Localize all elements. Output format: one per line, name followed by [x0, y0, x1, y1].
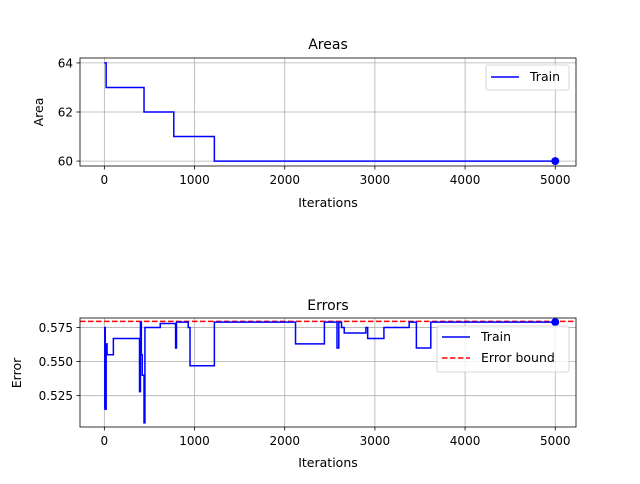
errors-axes-frame — [79, 317, 577, 428]
areas-x-tick-label: 3000 — [360, 173, 391, 187]
errors-legend-train-label: Train — [480, 329, 511, 344]
areas-y-axis-label: Area — [31, 98, 46, 127]
areas-legend-box — [485, 64, 570, 91]
areas-x-tick-label: 1000 — [179, 173, 210, 187]
areas-legend-train-label: Train — [529, 69, 560, 84]
areas-y-tick-label: 64 — [58, 56, 73, 70]
errors-y-axis-label: Error — [9, 357, 24, 388]
errors-x-tick-label: 0 — [101, 434, 109, 448]
errors-legend-bound-label: Error bound — [481, 350, 555, 365]
areas-x-axis-label: Iterations — [298, 195, 358, 210]
errors-x-tick-label: 4000 — [450, 434, 481, 448]
errors-x-tick-label: 3000 — [360, 434, 391, 448]
errors-chart: 0 1000 2000 3000 4000 5000 0.525 0.550 0.575 Err… — [9, 298, 577, 470]
errors-y-tick-label: 0.525 — [39, 389, 73, 403]
errors-x-tick-label: 1000 — [179, 434, 210, 448]
areas-series — [104, 62, 560, 166]
errors-y-tick-label: 0.575 — [39, 321, 73, 335]
errors-x-tick-label: 5000 — [540, 434, 571, 448]
areas-legend: Train — [485, 64, 570, 91]
areas-y-tick-label: 62 — [58, 106, 73, 120]
areas-y-tick-label: 60 — [58, 155, 73, 169]
areas-x-tick-label: 0 — [101, 173, 109, 187]
errors-title: Errors — [307, 298, 348, 314]
areas-chart: 0 1000 2000 3000 4000 5000 60 62 64 Areas Iterat… — [31, 37, 577, 210]
areas-train-line — [104, 62, 556, 162]
areas-x-tick-label: 5000 — [540, 173, 571, 187]
errors-x-tick-label: 2000 — [269, 434, 300, 448]
areas-x-tick-label: 2000 — [269, 173, 300, 187]
errors-series — [80, 318, 576, 424]
areas-x-tick-label: 4000 — [450, 173, 481, 187]
areas-ticks: 0 1000 2000 3000 4000 5000 60 62 64 — [58, 56, 571, 187]
errors-train-line — [104, 321, 556, 424]
errors-train-end-point — [551, 318, 560, 327]
errors-legend: Train Error bound — [436, 325, 570, 373]
errors-x-axis-label: Iterations — [298, 455, 358, 470]
errors-ticks: 0 1000 2000 3000 4000 5000 0.525 0.550 0.575 — [39, 321, 571, 448]
errors-y-tick-label: 0.550 — [39, 355, 73, 369]
areas-title: Areas — [308, 37, 348, 53]
areas-train-end-point — [551, 157, 560, 166]
